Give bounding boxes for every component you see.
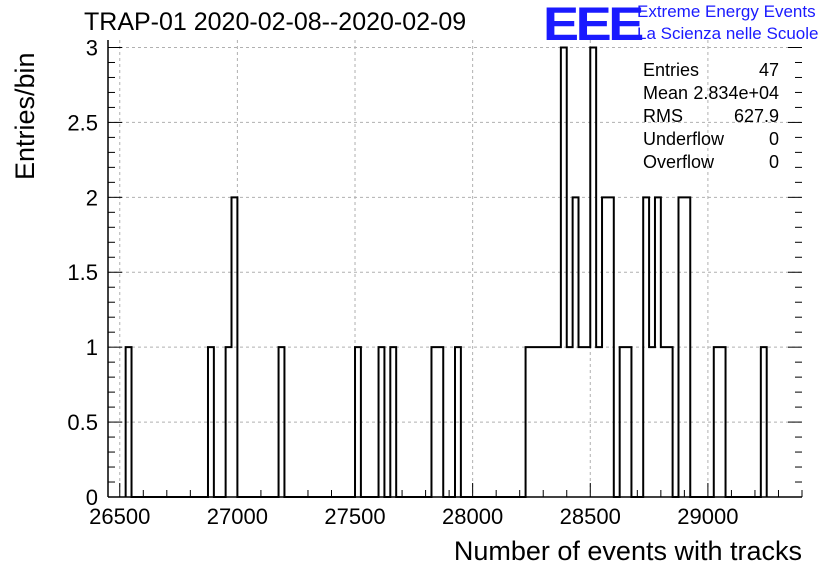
stats-overflow-label: Overflow [643, 152, 715, 172]
x-axis-label: Number of events with tracks [453, 536, 802, 566]
stats-rms-label: RMS [643, 106, 683, 126]
axis-tick-labels: 26500 27000 27500 28000 28500 29000 0 0.5 1 1.5 2 2… [67, 35, 738, 529]
y-tick-label: 1.5 [67, 260, 98, 285]
stats-mean-label: Mean [643, 83, 689, 103]
org-name-line2: La Scienza nelle Scuole [637, 24, 819, 43]
y-tick-label: 3 [86, 35, 98, 60]
stats-rms-value: 627.9 [733, 106, 779, 126]
stats-entries-label: Entries [643, 60, 700, 80]
y-tick-label: 2 [86, 185, 98, 210]
y-tick-label: 0 [86, 485, 98, 510]
x-tick-label: 26500 [89, 504, 150, 529]
y-axis-label: Entries/bin [10, 52, 40, 180]
stats-underflow-label: Underflow [643, 129, 725, 149]
chart-title: TRAP-01 2020-02-08--2020-02-09 [84, 8, 467, 36]
org-name-line1: Extreme Energy Events [637, 2, 816, 21]
y-tick-label: 0.5 [67, 410, 98, 435]
x-tick-label: 28500 [560, 504, 621, 529]
eee-logo: EEE [543, 0, 644, 50]
stats-mean-value: 2.834e+04 [693, 83, 779, 103]
axes-frame [107, 40, 802, 498]
histogram-line [124, 46, 768, 498]
axis-ticks [108, 46, 803, 498]
x-tick-label: 27000 [207, 504, 268, 529]
y-tick-label: 2.5 [67, 110, 98, 135]
stats-entries-value: 47 [758, 60, 779, 80]
stats-underflow-value: 0 [768, 129, 779, 149]
x-tick-label: 29000 [677, 504, 738, 529]
x-tick-label: 28000 [442, 504, 503, 529]
y-tick-label: 1 [86, 335, 98, 360]
stats-overflow-value: 0 [768, 152, 779, 172]
x-tick-label: 27500 [324, 504, 385, 529]
